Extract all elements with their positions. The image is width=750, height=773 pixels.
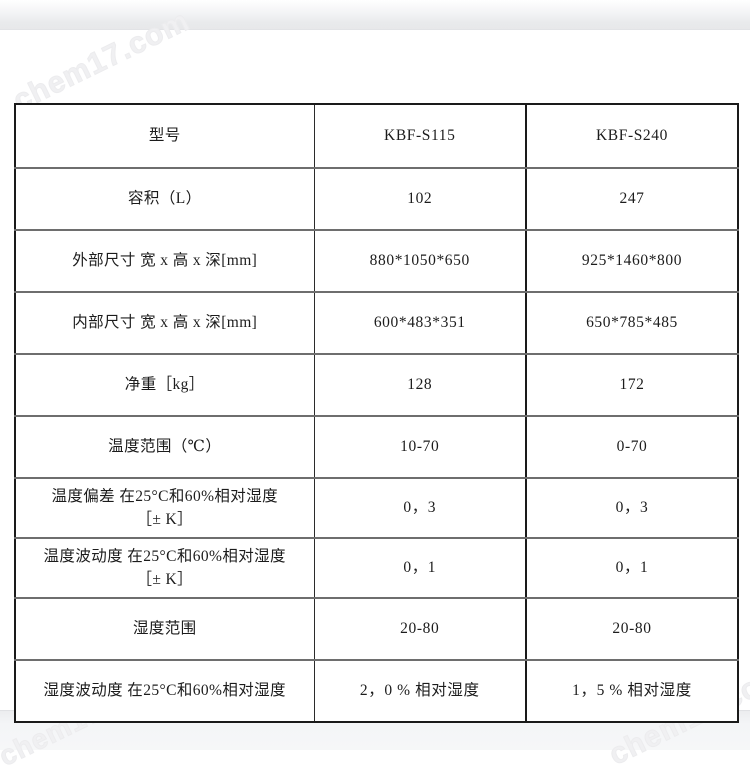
table-row: 净重［kg］ 128 172 (14, 353, 739, 417)
row-label-text: 外部尺寸 宽 x 高 x 深[mm] (72, 251, 258, 269)
table-cell-model-2: 650*785*485 (525, 291, 739, 355)
table-cell-model-2: KBF-S240 (525, 103, 739, 169)
table-cell-label: 容积（L） (14, 167, 315, 231)
table-cell-model-2: 20-80 (525, 597, 739, 661)
row-label-text: 温度范围（℃） (108, 437, 222, 455)
row-label-text: 温度波动度 在25°C和60%相对湿度 (43, 547, 286, 565)
table-cell-model-2: 172 (525, 353, 739, 417)
table-row: 温度波动度 在25°C和60%相对湿度 ［± K］ 0，1 0，1 (14, 537, 739, 599)
cell-value-model-1: 2，0 % 相对湿度 (359, 681, 480, 699)
table-cell-label: 净重［kg］ (14, 353, 315, 417)
cell-value-model-1: 600*483*351 (373, 313, 466, 331)
cell-value-model-1: 0，1 (403, 558, 437, 576)
cell-value-model-2: KBF-S240 (596, 126, 668, 144)
row-label-text: 温度偏差 在25°C和60%相对湿度 (51, 487, 279, 505)
row-label-text: 型号 (148, 126, 181, 144)
table-cell-label: 湿度范围 (14, 597, 315, 661)
row-label-text: 湿度波动度 在25°C和60%相对湿度 (43, 681, 286, 699)
table-cell-label: 温度范围（℃） (14, 415, 315, 479)
table-cell-model-1: 128 (313, 353, 527, 417)
table-cell-model-2: 0，1 (525, 537, 739, 599)
table-row: 内部尺寸 宽 x 高 x 深[mm] 600*483*351 650*785*485 (14, 291, 739, 355)
row-label-text: 湿度范围 (132, 619, 197, 637)
table-row: 容积（L） 102 247 (14, 167, 739, 231)
table-cell-model-1: 10-70 (313, 415, 527, 479)
cell-value-model-2: 172 (619, 375, 645, 393)
cell-value-model-1: 880*1050*650 (369, 251, 470, 269)
table-cell-label: 型号 (14, 103, 315, 169)
table-cell-model-1: KBF-S115 (313, 103, 527, 169)
cell-value-model-2: 247 (619, 189, 645, 207)
row-label-text-line2: ［± K］ (136, 571, 194, 588)
table-cell-model-1: 2，0 % 相对湿度 (313, 659, 527, 723)
page-top-band-divider (0, 29, 750, 30)
table-cell-label: 内部尺寸 宽 x 高 x 深[mm] (14, 291, 315, 355)
table-cell-model-2: 247 (525, 167, 739, 231)
cell-value-model-1: 0，3 (403, 498, 437, 516)
table-cell-label: 外部尺寸 宽 x 高 x 深[mm] (14, 229, 315, 293)
table-row: 型号 KBF-S115 KBF-S240 (14, 103, 739, 169)
row-label-text-line2: ［± K］ (136, 511, 194, 528)
specification-table-body: 型号 KBF-S115 KBF-S240 容积（L） 102 247 外部尺寸 宽 x 高 … (14, 103, 739, 723)
table-cell-model-1: 20-80 (313, 597, 527, 661)
row-label-text: 内部尺寸 宽 x 高 x 深[mm] (72, 313, 258, 331)
cell-value-model-1: 128 (407, 375, 433, 393)
specification-table: 型号 KBF-S115 KBF-S240 容积（L） 102 247 外部尺寸 宽 x 高 … (14, 103, 739, 723)
table-cell-model-1: 102 (313, 167, 527, 231)
cell-value-model-2: 0-70 (616, 437, 648, 455)
row-label-text: 容积（L） (128, 189, 202, 207)
cell-value-model-2: 1，5 % 相对湿度 (572, 681, 692, 699)
table-cell-model-1: 880*1050*650 (313, 229, 527, 293)
cell-value-model-2: 0，3 (615, 498, 649, 516)
table-cell-label: 湿度波动度 在25°C和60%相对湿度 (14, 659, 315, 723)
table-row: 湿度范围 20-80 20-80 (14, 597, 739, 661)
cell-value-model-2: 0，1 (615, 558, 649, 576)
table-cell-model-2: 0，3 (525, 477, 739, 539)
specification-table-container: 型号 KBF-S115 KBF-S240 容积（L） 102 247 外部尺寸 宽 x 高 … (14, 103, 739, 723)
cell-value-model-2: 650*785*485 (586, 313, 678, 331)
table-cell-model-2: 1，5 % 相对湿度 (525, 659, 739, 723)
cell-value-model-2: 925*1460*800 (581, 251, 683, 269)
table-cell-model-1: 0，1 (313, 537, 527, 599)
cell-value-model-1: KBF-S115 (384, 126, 456, 144)
table-cell-label: 温度波动度 在25°C和60%相对湿度 ［± K］ (14, 537, 315, 599)
cell-value-model-1: 20-80 (400, 619, 440, 637)
cell-value-model-2: 20-80 (612, 619, 652, 637)
table-row: 湿度波动度 在25°C和60%相对湿度 2，0 % 相对湿度 1，5 % 相对湿度 (14, 659, 739, 723)
cell-value-model-1: 10-70 (400, 437, 440, 455)
table-cell-model-2: 925*1460*800 (525, 229, 739, 293)
table-row: 外部尺寸 宽 x 高 x 深[mm] 880*1050*650 925*1460*8… (14, 229, 739, 293)
table-row: 温度范围（℃） 10-70 0-70 (14, 415, 739, 479)
cell-value-model-1: 102 (407, 189, 433, 207)
table-cell-model-1: 600*483*351 (313, 291, 527, 355)
table-cell-label: 温度偏差 在25°C和60%相对湿度 ［± K］ (14, 477, 315, 539)
page-top-band (0, 0, 750, 30)
table-cell-model-2: 0-70 (525, 415, 739, 479)
table-cell-model-1: 0，3 (313, 477, 527, 539)
row-label-text: 净重［kg］ (124, 375, 205, 393)
table-row: 温度偏差 在25°C和60%相对湿度 ［± K］ 0，3 0，3 (14, 477, 739, 539)
